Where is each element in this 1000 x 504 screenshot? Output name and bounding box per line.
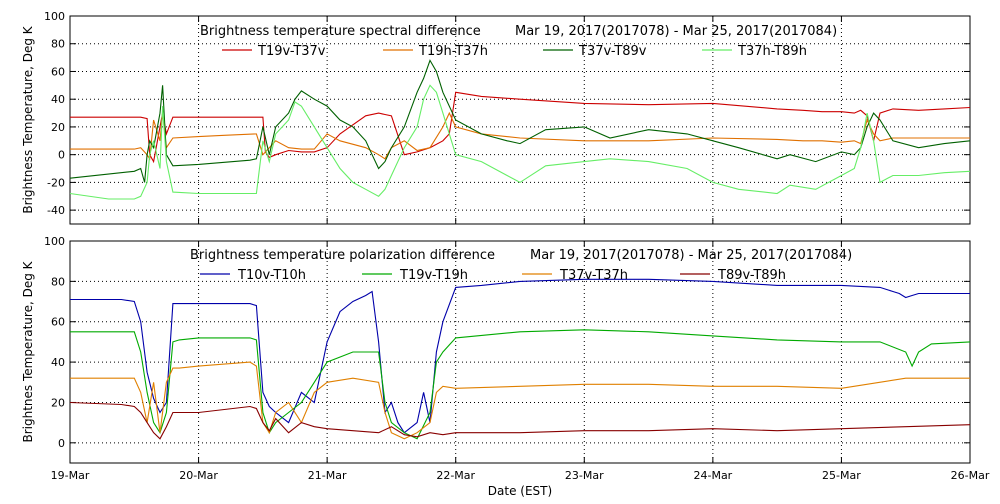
legend-label-t19v-t37v: T19v-T37v <box>257 44 326 59</box>
polarization-difference-panel: 0 20 40 60 80 100 Brightness temperature pola… <box>21 235 990 498</box>
top-legend: T19v-T37v T19h-T37h T37v-T89v T37h-T89h <box>222 44 807 59</box>
bottom-y-axis-label: Brightnes Temperature, Deg K <box>21 260 35 442</box>
top-series <box>69 59 971 200</box>
x-tick-label-25-mar: 25-Mar <box>822 469 861 482</box>
x-tick-label-24-mar: 24-Mar <box>693 469 732 482</box>
top-y-tick-label: -20 <box>47 176 65 189</box>
x-tick-label-19-mar: 19-Mar <box>51 469 90 482</box>
top-y-tick-label: 0 <box>58 149 65 162</box>
top-y-tick-label: 40 <box>51 93 65 106</box>
legend-label-t37h-t89h: T37h-T89h <box>737 44 807 59</box>
legend-label-t89v-t89h: T89v-T89h <box>717 268 786 283</box>
legend-label-t10v-t10h: T10v-T10h <box>237 268 306 283</box>
x-axis-label: Date (EST) <box>488 484 552 498</box>
top-ticks: -40 -20 0 20 40 60 80 100 <box>44 10 971 224</box>
bottom-y-tick-label: 0 <box>58 437 65 450</box>
x-tick-label-22-mar: 22-Mar <box>436 469 475 482</box>
x-tick-label-20-mar: 20-Mar <box>179 469 218 482</box>
series-line-t10v-t10h <box>70 278 970 434</box>
x-tick-label-26-mar: 26-Mar <box>951 469 990 482</box>
bottom-legend: T10v-T10h T19v-T19h T37v-T37h T89v-T89h <box>200 268 786 283</box>
series-line-t37v-t37h <box>70 361 970 440</box>
bottom-y-tick-label: 20 <box>51 396 65 409</box>
series-line-t37v-t89v <box>69 59 971 183</box>
legend-label-t37v-t37h: T37v-T37h <box>559 268 628 283</box>
x-tick-labels: 19-Mar 20-Mar 21-Mar 22-Mar 23-Mar 24-Mar 25-M… <box>51 469 990 482</box>
spectral-difference-panel: -40 -20 0 20 40 60 80 100 Brightness temperatur… <box>21 10 971 225</box>
x-tick-label-21-mar: 21-Mar <box>308 469 347 482</box>
bottom-grid <box>70 240 970 463</box>
top-y-tick-label: 20 <box>51 121 65 134</box>
top-chart-title: Brightness temperature spectral differen… <box>200 24 481 39</box>
series-line-t19h-t37h <box>70 111 970 161</box>
top-y-tick-label: 60 <box>51 65 65 78</box>
bottom-y-tick-label: 60 <box>51 316 65 329</box>
x-tick-label-23-mar: 23-Mar <box>565 469 604 482</box>
bottom-y-tick-label: 80 <box>51 275 65 288</box>
series-line-t37h-t89h <box>69 84 971 200</box>
bottom-chart-date-range: Mar 19, 2017(2017078) - Mar 25, 2017(201… <box>530 248 852 263</box>
series-line-t89v-t89h <box>69 401 971 440</box>
bottom-y-tick-label: 100 <box>44 235 65 248</box>
top-plot-frame <box>69 15 971 225</box>
series-line-t19v-t19h <box>70 329 971 440</box>
top-y-axis-label: Brightness Temperature, Deg K <box>21 25 35 213</box>
legend-label-t37v-t89v: T37v-T89v <box>578 44 647 59</box>
bottom-series <box>69 278 971 440</box>
series-line-t19v-t37v <box>70 91 971 164</box>
top-y-tick-label: -40 <box>47 204 65 217</box>
legend-label-t19h-t37h: T19h-T37h <box>418 44 488 59</box>
top-y-tick-label: 100 <box>44 10 65 23</box>
top-chart-date-range: Mar 19, 2017(2017078) - Mar 25, 2017(201… <box>515 24 837 39</box>
bottom-plot-frame <box>69 240 971 464</box>
top-grid <box>70 15 970 224</box>
top-y-tick-label: 80 <box>51 38 65 51</box>
bottom-y-tick-label: 40 <box>51 356 65 369</box>
legend-label-t19v-t19h: T19v-T19h <box>399 268 468 283</box>
bottom-chart-title: Brightness temperature polarization diff… <box>190 248 495 263</box>
